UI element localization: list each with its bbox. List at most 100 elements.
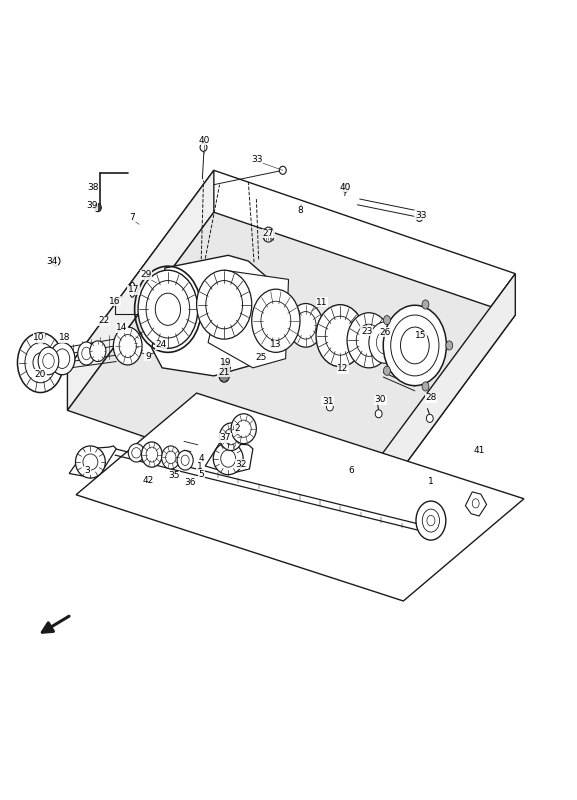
Ellipse shape xyxy=(213,442,243,474)
Ellipse shape xyxy=(472,498,479,508)
Text: 1: 1 xyxy=(197,462,203,471)
Ellipse shape xyxy=(55,349,70,369)
Text: 14: 14 xyxy=(117,323,128,332)
Ellipse shape xyxy=(263,227,274,242)
Text: 18: 18 xyxy=(59,334,70,342)
Ellipse shape xyxy=(261,302,291,340)
Ellipse shape xyxy=(454,298,468,307)
Ellipse shape xyxy=(416,214,423,222)
Ellipse shape xyxy=(82,347,91,360)
Text: 30: 30 xyxy=(374,395,386,405)
Ellipse shape xyxy=(134,331,162,354)
Ellipse shape xyxy=(325,316,355,355)
Polygon shape xyxy=(205,443,253,474)
Ellipse shape xyxy=(416,501,446,540)
Text: 38: 38 xyxy=(88,183,99,192)
Text: 2: 2 xyxy=(234,424,239,434)
Ellipse shape xyxy=(83,454,98,470)
Ellipse shape xyxy=(422,382,429,391)
Text: 17: 17 xyxy=(128,286,139,294)
Ellipse shape xyxy=(384,315,391,325)
Polygon shape xyxy=(369,274,515,514)
Ellipse shape xyxy=(288,303,323,347)
Text: 7: 7 xyxy=(129,213,135,222)
Ellipse shape xyxy=(369,322,401,363)
Ellipse shape xyxy=(155,293,181,326)
Ellipse shape xyxy=(376,331,394,354)
Polygon shape xyxy=(68,170,214,410)
Ellipse shape xyxy=(375,410,382,418)
Ellipse shape xyxy=(488,298,498,306)
Text: 20: 20 xyxy=(35,370,46,378)
Text: PartsRepublic: PartsRepublic xyxy=(68,380,257,512)
Ellipse shape xyxy=(422,300,429,309)
Text: 15: 15 xyxy=(415,331,426,340)
Ellipse shape xyxy=(425,306,436,314)
Text: 6: 6 xyxy=(349,466,354,474)
Ellipse shape xyxy=(43,354,54,369)
Text: 31: 31 xyxy=(322,397,334,406)
Ellipse shape xyxy=(356,324,381,356)
Ellipse shape xyxy=(162,446,180,469)
Text: 9: 9 xyxy=(145,352,151,361)
Ellipse shape xyxy=(446,341,453,350)
Ellipse shape xyxy=(128,444,144,462)
Text: 37: 37 xyxy=(220,434,231,442)
Text: 26: 26 xyxy=(379,328,391,337)
Ellipse shape xyxy=(316,305,364,366)
Ellipse shape xyxy=(425,290,436,298)
Ellipse shape xyxy=(52,257,60,266)
Ellipse shape xyxy=(177,450,193,470)
Ellipse shape xyxy=(461,321,471,329)
Ellipse shape xyxy=(76,446,106,478)
Ellipse shape xyxy=(434,284,487,321)
Ellipse shape xyxy=(279,166,286,174)
Ellipse shape xyxy=(141,442,162,467)
Ellipse shape xyxy=(295,311,316,339)
Ellipse shape xyxy=(480,313,490,321)
Ellipse shape xyxy=(440,318,450,326)
Polygon shape xyxy=(208,270,288,368)
Polygon shape xyxy=(76,393,524,601)
Polygon shape xyxy=(466,492,486,516)
Text: 13: 13 xyxy=(270,340,282,350)
Ellipse shape xyxy=(391,315,439,376)
Text: 12: 12 xyxy=(338,365,349,374)
Ellipse shape xyxy=(448,293,474,312)
Text: 4: 4 xyxy=(198,454,204,463)
Ellipse shape xyxy=(119,334,136,358)
Ellipse shape xyxy=(166,451,176,464)
Ellipse shape xyxy=(129,282,135,298)
Text: 22: 22 xyxy=(98,316,109,326)
Text: 41: 41 xyxy=(474,446,485,455)
Ellipse shape xyxy=(461,276,471,284)
Ellipse shape xyxy=(220,423,242,450)
Text: 19: 19 xyxy=(220,358,231,366)
Ellipse shape xyxy=(426,414,433,422)
Ellipse shape xyxy=(219,370,229,382)
Ellipse shape xyxy=(113,327,142,365)
Ellipse shape xyxy=(132,448,141,458)
Text: 32: 32 xyxy=(236,460,247,469)
Ellipse shape xyxy=(384,366,391,375)
Text: 33: 33 xyxy=(415,210,426,220)
Ellipse shape xyxy=(181,455,189,466)
Ellipse shape xyxy=(95,204,102,212)
Ellipse shape xyxy=(440,279,450,287)
Ellipse shape xyxy=(38,347,59,374)
Ellipse shape xyxy=(231,414,256,444)
Text: 33: 33 xyxy=(251,155,263,165)
Ellipse shape xyxy=(347,313,391,368)
Polygon shape xyxy=(68,212,515,514)
Ellipse shape xyxy=(78,342,95,365)
Text: 27: 27 xyxy=(263,229,274,238)
Ellipse shape xyxy=(400,327,429,364)
Ellipse shape xyxy=(90,341,106,362)
Text: 34: 34 xyxy=(46,257,58,266)
Text: 39: 39 xyxy=(87,202,98,210)
Text: 11: 11 xyxy=(316,298,328,307)
Ellipse shape xyxy=(223,362,230,372)
Ellipse shape xyxy=(221,450,235,467)
Text: 24: 24 xyxy=(155,340,167,350)
Text: 23: 23 xyxy=(361,326,372,335)
